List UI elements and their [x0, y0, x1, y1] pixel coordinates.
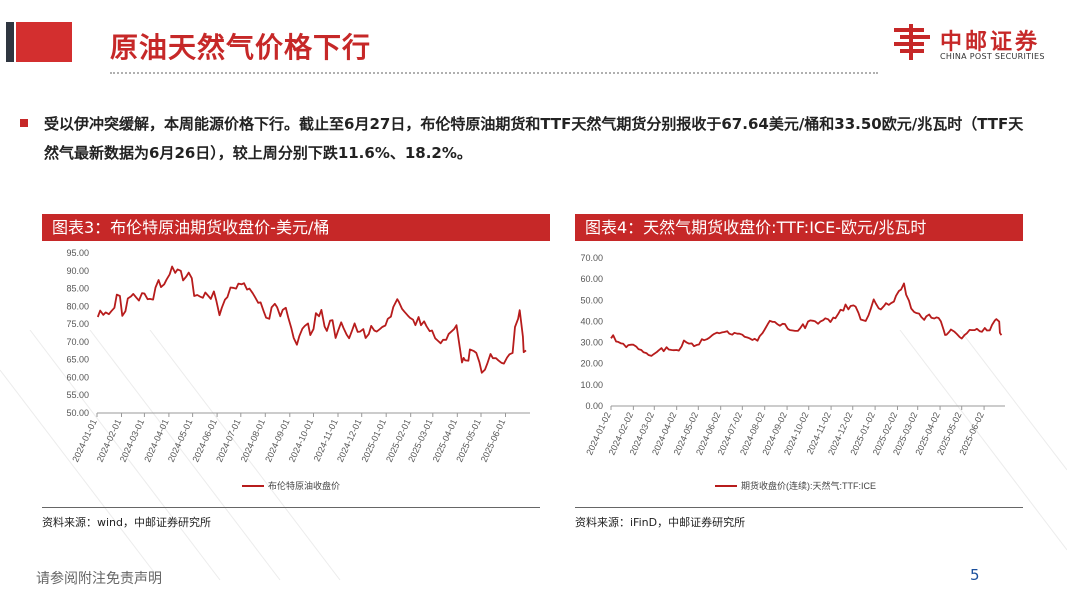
x-tick-label: 2024-08-01: [239, 418, 268, 464]
x-tick-label: 2025-06-01: [479, 418, 508, 464]
page-title: 原油天然气价格下行: [110, 31, 372, 64]
y-tick-label: 65.00: [66, 355, 89, 365]
y-tick-label: 60.00: [580, 274, 603, 284]
top-accent-red: [16, 22, 72, 62]
series-line: [96, 265, 527, 374]
y-tick-label: 50.00: [66, 408, 89, 418]
y-tick-label: 30.00: [580, 338, 603, 348]
x-tick-label: 2025-05-01: [454, 418, 483, 464]
brent-chart: 95.00 90.00 85.00 80.00 75.00 70.00 65.00 60.00…: [66, 248, 530, 491]
y-tick-label: 70.00: [580, 253, 603, 263]
disclaimer-note: 请参阅附注免责声明: [36, 571, 162, 587]
bullet-marker: [20, 119, 28, 127]
y-tick-label: 90.00: [66, 266, 89, 276]
x-tick-label: 2024-10-01: [287, 418, 316, 464]
y-tick-label: 20.00: [580, 359, 603, 369]
y-tick-label: 80.00: [66, 301, 89, 311]
top-accent-gray: [6, 22, 14, 62]
y-tick-label: 55.00: [66, 390, 89, 400]
chart-title-ttf: 图表4：天然气期货收盘价:TTF:ICE-欧元/兆瓦时: [575, 214, 1023, 241]
logo-name-en: CHINA POST SECURITIES: [940, 52, 1045, 61]
panel-divider: [42, 507, 540, 508]
x-tick-label: 2024-12-01: [335, 418, 364, 464]
y-tick-label: 50.00: [580, 295, 603, 305]
x-tick-label: 2024-05-01: [166, 418, 195, 464]
panel-divider: [575, 507, 1023, 508]
company-logo: 中邮证券 CHINA POST SECURITIES: [890, 22, 1058, 64]
series-line: [610, 282, 1003, 357]
y-tick-label: 0.00: [585, 401, 603, 411]
chart-title-brent: 图表3：布伦特原油期货收盘价-美元/桶: [42, 214, 550, 241]
summary-text: 受以伊冲突缓解，本周能源价格下行。截止至6月27日，布伦特原油期货和TTF天然气…: [44, 115, 1024, 162]
y-tick-label: 70.00: [66, 337, 89, 347]
x-tick-label: 2025-01-01: [359, 418, 388, 464]
background-pattern: [0, 330, 1067, 581]
y-tick-label: 95.00: [66, 248, 89, 258]
title-divider: [110, 72, 878, 74]
logo-mark-icon: [894, 24, 930, 60]
page-number: 5: [970, 566, 980, 584]
y-tick-label: 85.00: [66, 284, 89, 294]
y-tick-label: 40.00: [580, 316, 603, 326]
legend-label: 布伦特原油收盘价: [268, 480, 340, 491]
source-note-brent: 资料来源：wind，中邮证券研究所: [42, 516, 212, 529]
x-tick-label: 2024-01-01: [70, 418, 99, 464]
y-tick-label: 10.00: [580, 380, 603, 390]
source-note-ttf: 资料来源：iFinD，中邮证券研究所: [575, 516, 746, 529]
ttf-chart: 70.0060.0050.0040.0030.0020.0010.000.002…: [580, 253, 1005, 491]
logo-name-cn: 中邮证券: [940, 30, 1041, 55]
legend-label: 期货收盘价(连续):天然气:TTF:ICE: [741, 480, 876, 491]
x-tick-label: 2024-07-01: [214, 418, 243, 464]
y-tick-label: 75.00: [66, 319, 89, 329]
y-tick-label: 60.00: [66, 372, 89, 382]
